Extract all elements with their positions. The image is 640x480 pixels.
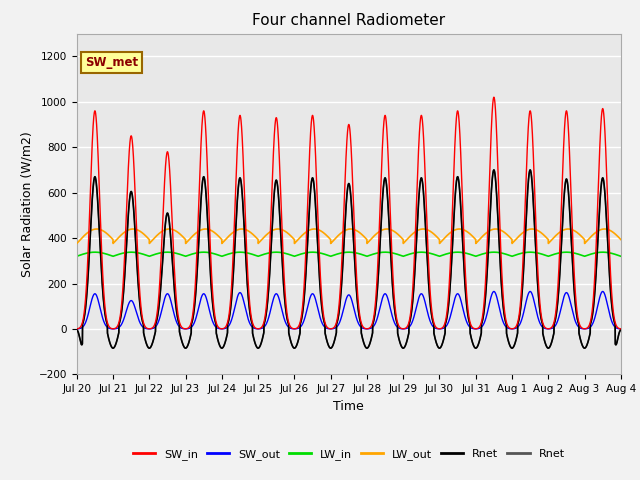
Title: Four channel Radiometer: Four channel Radiometer: [252, 13, 445, 28]
Legend: SW_in, SW_out, LW_in, LW_out, Rnet, Rnet: SW_in, SW_out, LW_in, LW_out, Rnet, Rnet: [129, 444, 569, 464]
Text: SW_met: SW_met: [85, 56, 138, 69]
X-axis label: Time: Time: [333, 400, 364, 413]
Y-axis label: Solar Radiation (W/m2): Solar Radiation (W/m2): [20, 131, 33, 277]
